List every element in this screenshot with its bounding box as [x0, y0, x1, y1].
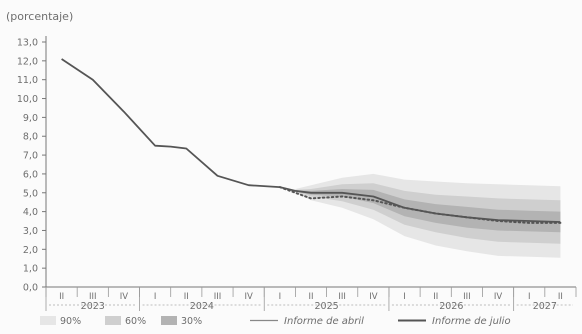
x-quarter-label: III [214, 292, 222, 302]
x-year-label: 2023 [81, 301, 105, 312]
x-quarter-label: II [308, 292, 313, 302]
x-quarter-label: I [403, 292, 406, 302]
series-lines [61, 58, 562, 224]
y-tick-label: 1,0 [23, 264, 38, 275]
y-tick-label: 6,0 [23, 169, 38, 180]
x-quarter-label: I [528, 292, 531, 302]
fan-band-2 [295, 189, 561, 233]
y-tick-label: 13,0 [17, 38, 38, 49]
x-year-label: 2024 [190, 301, 214, 312]
x-quarter-label: I [154, 292, 157, 302]
y-tick-label: 4,0 [23, 207, 38, 218]
y-tick-label: 11,0 [17, 75, 38, 86]
legend: 90% 60% 30% Informe de abril Informe de juli… [40, 316, 511, 327]
x-quarter-label: IV [494, 292, 503, 302]
legend-label: Informe de julio [432, 316, 511, 327]
x-year-label: 2025 [314, 301, 338, 312]
x-quarter-label: III [463, 292, 471, 302]
x-quarter-label: II [59, 292, 64, 302]
y-tick-label: 5,0 [23, 188, 38, 199]
legend-label: 90% [60, 316, 81, 327]
x-quarter-label: II [558, 292, 563, 302]
y-tick-label: 7,0 [23, 151, 38, 162]
y-tick-label: 9,0 [23, 113, 38, 124]
y-tick-label: 2,0 [23, 245, 38, 256]
legend-swatch-2 [161, 316, 177, 325]
y-axis: 0,0 1,0 2,0 3,0 4,0 5,0 6,0 7,0 8,0 9,0 10,0 11,0 12… [17, 36, 47, 294]
fan-bands [295, 173, 561, 258]
y-tick-label: 3,0 [23, 226, 38, 237]
x-year-label: 2026 [439, 301, 463, 312]
x-year-label: 2027 [533, 301, 557, 312]
x-quarter-label: III [89, 292, 97, 302]
x-quarter-label: IV [120, 292, 129, 302]
unit-label: (porcentaje) [6, 10, 73, 23]
series-line-1 [278, 186, 562, 224]
legend-swatch-0 [40, 316, 56, 325]
x-quarter-label: IV [244, 292, 253, 302]
x-quarter-label: II [184, 292, 189, 302]
y-tick-label: 0,0 [23, 283, 38, 294]
legend-label: 60% [125, 316, 146, 327]
legend-swatch-1 [105, 316, 121, 325]
y-tick-label: 8,0 [23, 132, 38, 143]
legend-label: 30% [181, 316, 202, 327]
x-quarter-label: III [338, 292, 346, 302]
x-quarter-label: I [279, 292, 282, 302]
y-tick-label: 10,0 [17, 94, 38, 105]
legend-label: Informe de abril [284, 316, 364, 327]
x-quarter-label: II [433, 292, 438, 302]
x-quarter-label: IV [369, 292, 378, 302]
y-tick-label: 12,0 [17, 56, 38, 67]
